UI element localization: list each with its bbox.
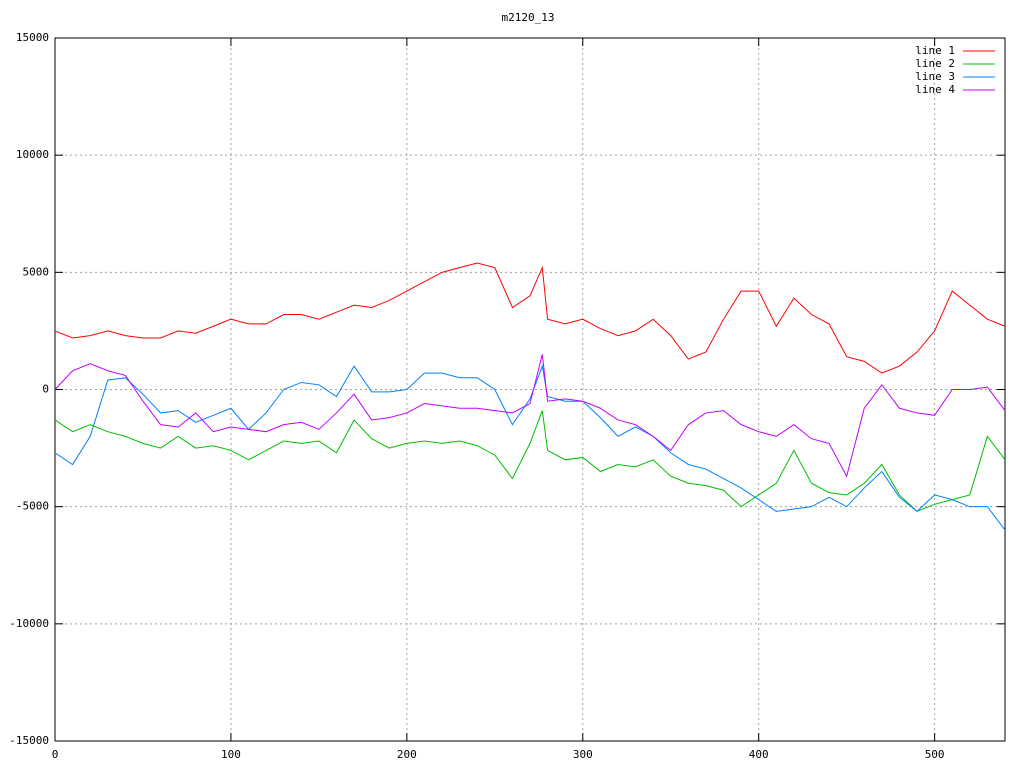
- y-tick-label: -5000: [16, 500, 49, 513]
- x-tick-label: 500: [925, 748, 945, 761]
- chart-title: m2120_13: [502, 11, 555, 24]
- y-tick-label: -10000: [9, 617, 49, 630]
- x-tick-label: 100: [221, 748, 241, 761]
- y-tick-label: 15000: [16, 31, 49, 44]
- y-tick-label: 10000: [16, 148, 49, 161]
- series-line: [54, 262, 1006, 374]
- legend-label: line 4: [915, 83, 955, 96]
- x-tick-label: 0: [52, 748, 59, 761]
- legend-label: line 2: [915, 57, 955, 70]
- x-tick-label: 300: [573, 748, 593, 761]
- series-line: [54, 354, 1006, 478]
- y-tick-label: -15000: [9, 734, 49, 747]
- series-line: [54, 410, 1006, 512]
- y-tick-label: 5000: [23, 265, 50, 278]
- x-tick-label: 400: [749, 748, 769, 761]
- x-tick-label: 200: [397, 748, 417, 761]
- series-line: [54, 364, 1006, 531]
- legend-label: line 1: [915, 44, 955, 57]
- legend-label: line 3: [915, 70, 955, 83]
- y-tick-label: 0: [42, 383, 49, 396]
